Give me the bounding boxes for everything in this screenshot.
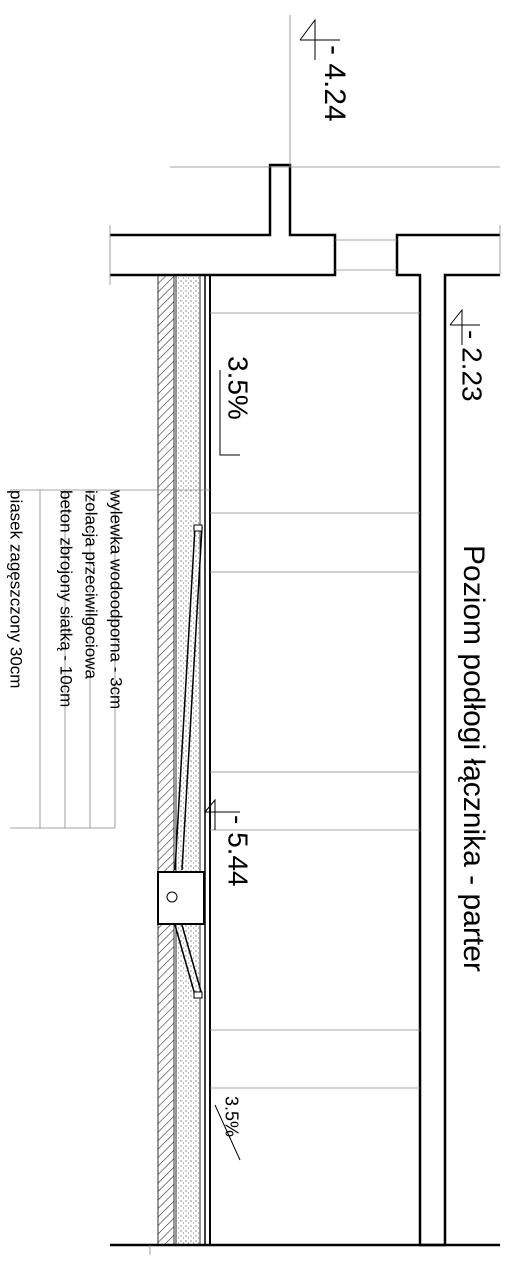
level-label: - 5.44 — [223, 815, 254, 887]
level-label: - 2.23 — [457, 330, 488, 402]
slope-label: 3.5% — [221, 1096, 241, 1137]
slope-label: 3.5% — [223, 356, 254, 420]
level-label: - 4.24 — [318, 45, 351, 122]
layer-label: piasek zagęszczony 30cm — [7, 490, 26, 688]
section-drawing: - 4.24 - 2.23 - 5.44 3.5% 3.5% Poziom po… — [0, 0, 513, 1264]
layer-label: wylewka wodoodporna - 3cm — [107, 489, 126, 709]
labels: - 4.24 - 2.23 - 5.44 3.5% 3.5% Poziom po… — [7, 45, 491, 1137]
layer-label: izolacja przeciwilgociowa — [82, 490, 101, 680]
title: Poziom podłogi łącznika - parter — [457, 545, 490, 972]
layer-label: beton zbrojony siatką - 10cm — [57, 490, 76, 707]
